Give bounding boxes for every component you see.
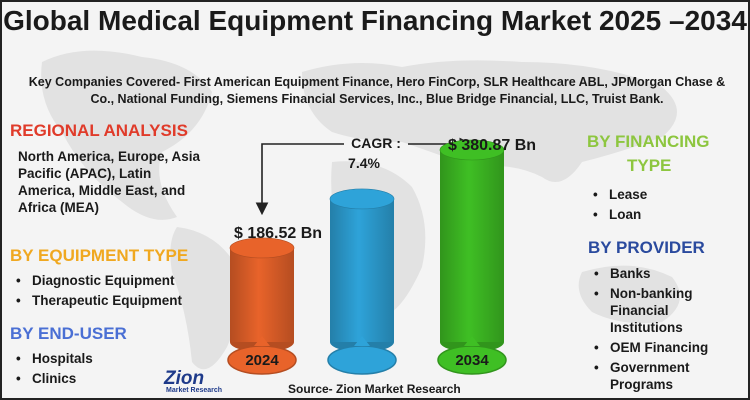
regional-analysis-section: REGIONAL ANALYSIS North America, Europe,… — [10, 121, 220, 216]
equipment-type-list: Diagnostic Equipment Therapeutic Equipme… — [10, 272, 225, 309]
year-badge-pointer-1 — [354, 336, 370, 346]
list-item: Therapeutic Equipment — [10, 292, 225, 309]
bar-0-top — [229, 237, 295, 259]
list-item: OEM Financing — [588, 339, 718, 356]
bar-1 — [330, 198, 394, 342]
bar-1-top — [329, 188, 395, 210]
regional-analysis-heading: REGIONAL ANALYSIS — [10, 121, 188, 140]
year-badge-pointer-0 — [254, 336, 270, 346]
bar-2-top — [439, 139, 505, 161]
financing-type-list: Lease Loan — [587, 186, 742, 223]
key-companies-text: Key Companies Covered- First American Eq… — [28, 75, 726, 106]
source-text: Source- Zion Market Research — [288, 382, 461, 396]
financing-type-section: BY FINANCING TYPE Lease Loan — [587, 132, 742, 226]
page-title: Global Medical Equipment Financing Marke… — [3, 5, 747, 36]
bar-0 — [230, 247, 294, 342]
list-item: Government Programs — [588, 359, 718, 393]
list-item: Non-banking Financial Institutions — [588, 285, 718, 336]
zion-logo-mark: Zion Market Research — [163, 368, 222, 394]
provider-heading: BY PROVIDER — [588, 238, 705, 257]
cagr-annotation: CAGR : 7.4% — [255, 135, 473, 216]
chart-bars: 2024 $ 186.52 Bn 2034 $ 380.87 Bn — [227, 137, 536, 375]
equipment-type-section: BY EQUIPMENT TYPE Diagnostic Equipment T… — [10, 246, 225, 312]
list-item: Lease — [587, 186, 742, 203]
end-user-section: BY END-USER Hospitals Clinics — [10, 324, 210, 390]
financing-type-heading: BY FINANCING TYPE — [587, 132, 742, 176]
cagr-arrow-down — [255, 143, 344, 216]
year-badge-pointer-2 — [464, 336, 480, 346]
list-item: Clinics — [10, 370, 210, 387]
financing-type-heading-line2: TYPE — [627, 156, 672, 175]
bar-2 — [440, 150, 504, 342]
value-label-2: $ 380.87 Bn — [448, 137, 536, 154]
financing-type-heading-line1: BY FINANCING — [587, 132, 710, 151]
svg-text:Market Research: Market Research — [166, 387, 222, 394]
cagr-label: CAGR : — [351, 135, 401, 151]
year-label-2: 2034 — [455, 352, 489, 369]
regional-analysis-text: North America, Europe, Asia Pacific (APA… — [18, 149, 201, 215]
svg-text:Zion: Zion — [163, 368, 204, 389]
provider-section: BY PROVIDER Banks Non-banking Financial … — [588, 238, 743, 396]
equipment-type-heading: BY EQUIPMENT TYPE — [10, 246, 189, 265]
list-item: Loan — [587, 206, 742, 223]
market-size-chart: CAGR : 7.4% 2024 $ 186.52 Bn 2034 $ 380.87 … — [227, 135, 536, 375]
zion-logo: Zion Market Research — [162, 366, 226, 394]
provider-list: Banks Non-banking Financial Institutions… — [588, 265, 718, 393]
year-label-0: 2024 — [245, 352, 279, 369]
list-item: Diagnostic Equipment — [10, 272, 225, 289]
list-item: Hospitals — [10, 350, 210, 367]
end-user-heading: BY END-USER — [10, 324, 127, 343]
value-label-0: $ 186.52 Bn — [234, 225, 322, 242]
cagr-value: 7.4% — [348, 155, 380, 171]
year-badge-1 — [327, 345, 397, 375]
end-user-list: Hospitals Clinics — [10, 350, 210, 387]
list-item: Banks — [588, 265, 718, 282]
